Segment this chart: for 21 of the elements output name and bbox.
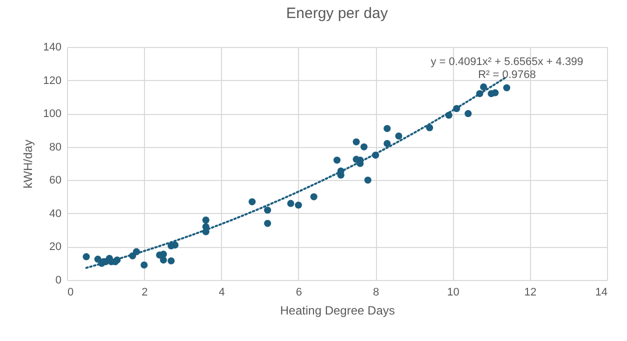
y-tick-label: 0 (55, 274, 62, 286)
x-tick-label: 6 (296, 286, 302, 298)
annotation: y = 0.4091x² + 5.6565x + 4.399 (430, 56, 584, 68)
y-axis-title: kWH/day (21, 140, 36, 188)
x-tick-label: 2 (142, 286, 148, 298)
y-tick-label: 20 (49, 241, 62, 254)
y-tick-label: 40 (49, 208, 62, 220)
y-tick-label: 80 (49, 141, 62, 154)
y-tick-label: 60 (49, 174, 62, 187)
x-tick-label: 10 (447, 286, 460, 298)
x-tick-label: 12 (524, 286, 536, 298)
x-tick-label: 14 (595, 286, 608, 298)
x-tick-label: 8 (373, 286, 380, 298)
y-tick-label: 100 (43, 108, 62, 120)
y-tick-label: 140 (43, 42, 62, 54)
x-tick-label: 4 (218, 286, 225, 298)
x-axis-title: Heating Degree Days (280, 304, 395, 318)
x-tick-label: 0 (68, 286, 74, 298)
annotation: R² = 0.9768 (478, 69, 536, 81)
y-tick-label: 120 (43, 74, 62, 87)
chart-title: Energy per day (286, 5, 388, 22)
